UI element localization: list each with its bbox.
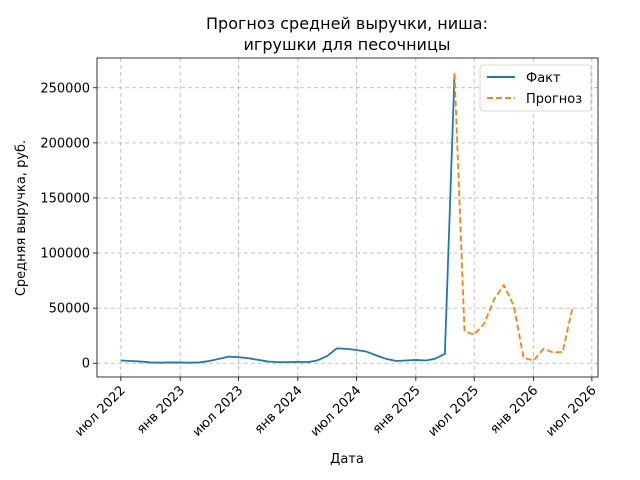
y-tick-label: 250000 (40, 81, 90, 96)
y-tick-label: 150000 (40, 191, 90, 206)
chart-title-line1: Прогноз средней выручки, ниша: (206, 14, 488, 33)
series-line-forecast (453, 73, 574, 362)
y-tick-label: 200000 (40, 136, 90, 151)
y-axis-ticks: 0 50000 100000 150000 200000 250000 (40, 81, 97, 372)
legend-label-fact: Факт (526, 71, 561, 86)
x-axis-label: Дата (330, 452, 364, 467)
y-tick-label: 0 (82, 357, 90, 372)
legend-label-forecast: Прогноз (526, 92, 582, 107)
y-tick-label: 50000 (49, 302, 90, 317)
plot-area-frame (96, 57, 599, 378)
chart-title-line2: игрушки для песочницы (244, 35, 451, 54)
y-tick-label: 100000 (40, 247, 90, 262)
series-lines (120, 73, 574, 364)
series-line-fact (120, 73, 456, 364)
y-axis-label: Средняя выручка, руб. (14, 140, 29, 296)
legend: Факт Прогноз (479, 64, 592, 112)
